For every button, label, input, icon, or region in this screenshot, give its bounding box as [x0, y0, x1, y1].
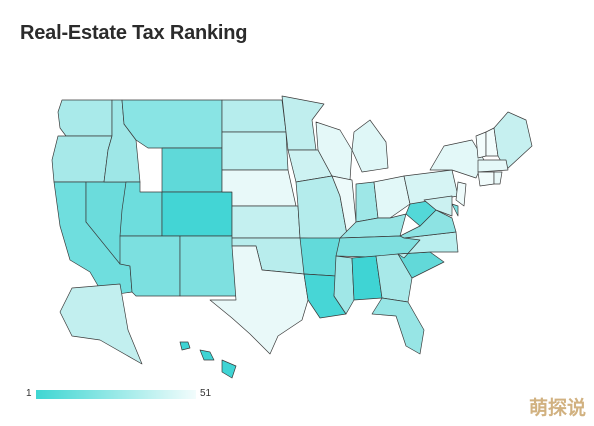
state-nj — [455, 181, 467, 207]
state-co — [161, 191, 233, 237]
state-wa — [57, 99, 113, 137]
state-ut — [119, 181, 163, 237]
legend-max-label: 51 — [200, 388, 212, 399]
state-fl — [371, 297, 425, 355]
state-hi — [179, 341, 237, 379]
legend-min-label: 1 — [26, 388, 32, 399]
state-vt — [475, 131, 487, 159]
state-md — [423, 195, 453, 217]
legend-gradient-bar — [36, 390, 196, 399]
state-ne — [221, 169, 297, 207]
watermark-logo: 萌探说 — [528, 397, 586, 419]
state-de — [451, 203, 459, 217]
state-sd — [221, 131, 289, 171]
state-ms — [333, 255, 355, 315]
state-ct — [477, 171, 495, 187]
state-ak — [59, 283, 143, 365]
state-ar — [299, 237, 341, 277]
state-ga — [375, 253, 413, 303]
state-wy — [161, 147, 223, 193]
state-ri — [493, 171, 503, 185]
state-mt — [121, 99, 223, 149]
state-mi — [351, 119, 389, 173]
state-nc — [397, 231, 459, 259]
state-oh — [373, 175, 411, 219]
state-nm — [179, 235, 237, 297]
state-me — [493, 111, 533, 171]
state-tx — [209, 245, 309, 355]
state-or — [51, 135, 113, 183]
page-title: Real-Estate Tax Ranking — [20, 22, 248, 44]
state-ks — [231, 205, 301, 239]
state-nd — [221, 99, 287, 133]
state-ma — [477, 159, 509, 173]
